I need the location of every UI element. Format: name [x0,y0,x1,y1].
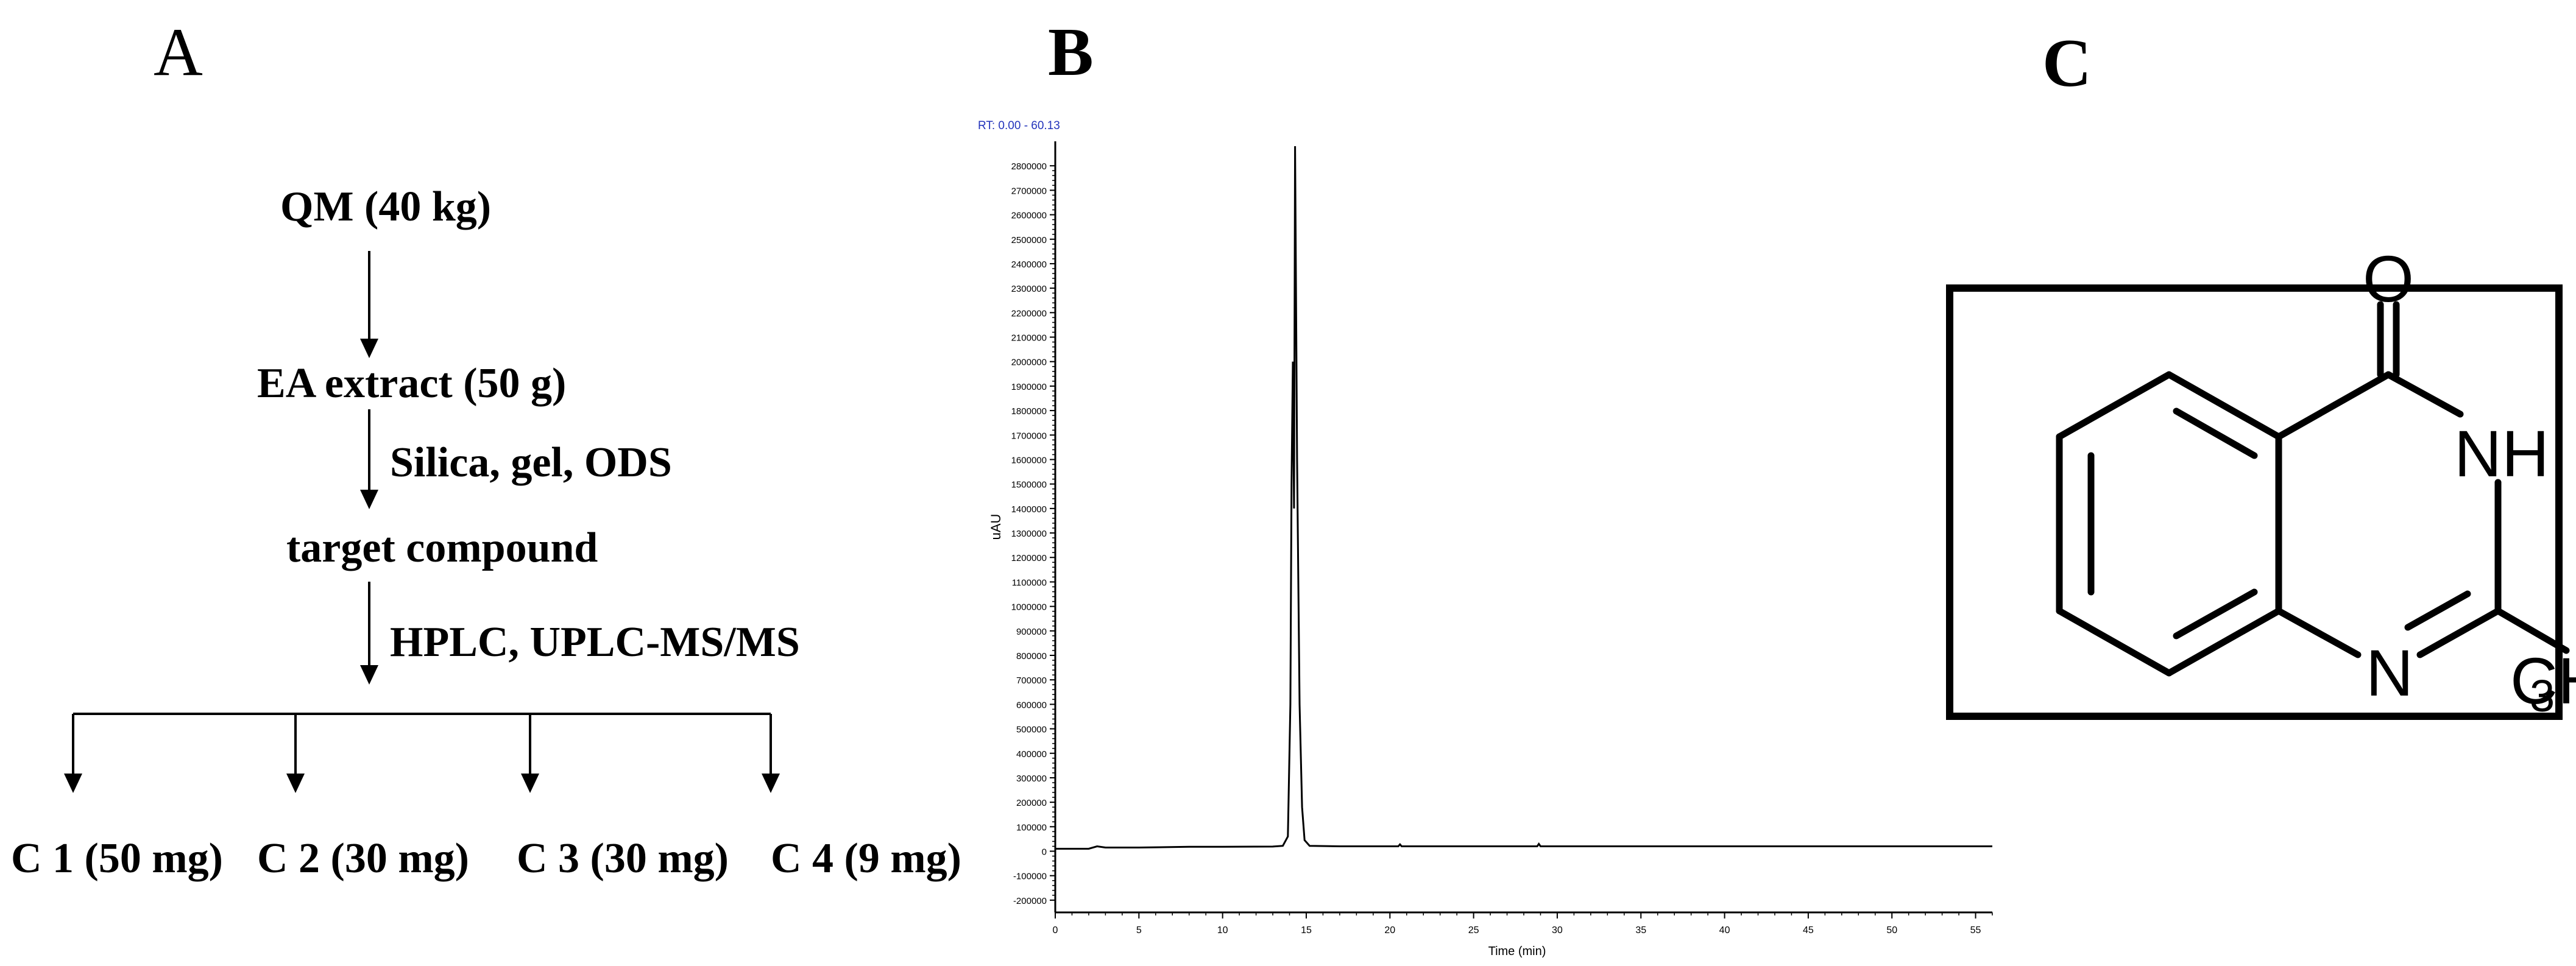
x-tick-label: 5 [1136,925,1142,936]
atom-methyl-subscript: 3 [2530,671,2555,721]
chromatogram-chart: RT: 0.00 - 60.13 -200000 -100000 0 100000 20… [978,119,1993,958]
y-tick-label: 1800000 [1011,406,1047,417]
x-tick-label: 20 [1384,925,1395,936]
atom-n: N [2366,636,2413,710]
y-tick-label: 400000 [1016,749,1047,760]
y-axis-label: uAU [988,514,1003,540]
flow-step-analysis: HPLC, UPLC-MS/MS [390,619,800,666]
panel-a-letter: A [154,15,203,90]
y-tick-label: 900000 [1016,627,1047,637]
y-tick-label: 0 [1042,847,1047,858]
x-tick-label: 40 [1719,925,1730,936]
flow-step-separation: Silica, gel, ODS [390,439,672,486]
y-tick-label: 600000 [1016,700,1047,710]
panel-c-letter: C [2042,26,2092,101]
x-axis-label: Time (min) [1488,945,1546,958]
y-tick-label: 2300000 [1011,284,1047,294]
panel-b-letter: B [1048,15,1094,90]
atom-oxygen: O [2363,242,2414,316]
y-tick-label: 100000 [1016,822,1047,833]
y-tick-label: 2700000 [1011,186,1047,196]
x-tick-label: 10 [1217,925,1228,936]
structure-2-methyl-quinazolinone: O NH N CH [1946,242,2576,720]
compound-label-1: C 1 (50 mg) [11,835,223,882]
x-tick-label: 15 [1301,925,1312,936]
y-tick-label: 700000 [1016,675,1047,686]
y-tick-label: 1300000 [1011,529,1047,539]
y-tick-label: 1700000 [1011,431,1047,441]
flow-node-extract: EA extract (50 g) [257,360,567,407]
y-tick-label: 1500000 [1011,480,1047,490]
compound-label-3: C 3 (30 mg) [517,835,729,882]
y-tick-label: 2500000 [1011,235,1047,245]
y-tick-label: -200000 [1013,896,1047,906]
panel-a: A QM (40 kg) EA extract (50 g) Silica, g… [0,0,999,966]
y-tick-label: 1100000 [1012,577,1047,588]
flow-arrows [64,251,780,793]
y-tick-label: 1000000 [1011,602,1047,613]
x-tick-label: 25 [1468,925,1479,936]
x-tick-label: 50 [1886,925,1897,936]
y-tick-label: 2200000 [1011,308,1047,319]
y-tick-label: 1400000 [1011,504,1047,515]
y-tick-label: 1200000 [1011,553,1047,563]
x-tick-label: 0 [1053,925,1058,936]
y-tick-label: 200000 [1016,798,1047,808]
rt-range-label: RT: 0.00 - 60.13 [978,119,1060,132]
y-tick-label: 2400000 [1011,259,1047,270]
structure-frame [1946,284,2563,720]
y-tick-label: 2100000 [1011,333,1047,344]
x-tick-label: 55 [1970,925,1981,936]
x-tick-label: 30 [1552,925,1563,936]
y-tick-label: 500000 [1016,725,1047,735]
y-tick-label: 300000 [1016,774,1047,784]
atom-ch: CH [2510,644,2576,717]
compound-label-2: C 2 (30 mg) [257,835,469,882]
panel-b: B [999,0,2011,966]
y-tick-label: 2800000 [1011,161,1047,172]
x-tick-label: 35 [1635,925,1646,936]
compound-label-4: C 4 (9 mg) [771,835,961,882]
y-tick-label: 2600000 [1011,211,1047,221]
y-tick-label: 800000 [1016,651,1047,661]
y-tick-label: 1900000 [1011,382,1047,392]
y-tick-label: 2000000 [1011,358,1047,368]
flow-node-target: target compound [286,524,598,571]
chromatogram-trace [1055,146,1992,850]
panel-c: C [1998,0,2576,966]
x-tick-label: 45 [1803,925,1814,936]
flow-node-start: QM (40 kg) [280,183,492,230]
atom-nh: NH [2454,417,2549,490]
y-tick-label: -100000 [1013,872,1047,882]
y-tick-label: 1600000 [1011,455,1047,465]
